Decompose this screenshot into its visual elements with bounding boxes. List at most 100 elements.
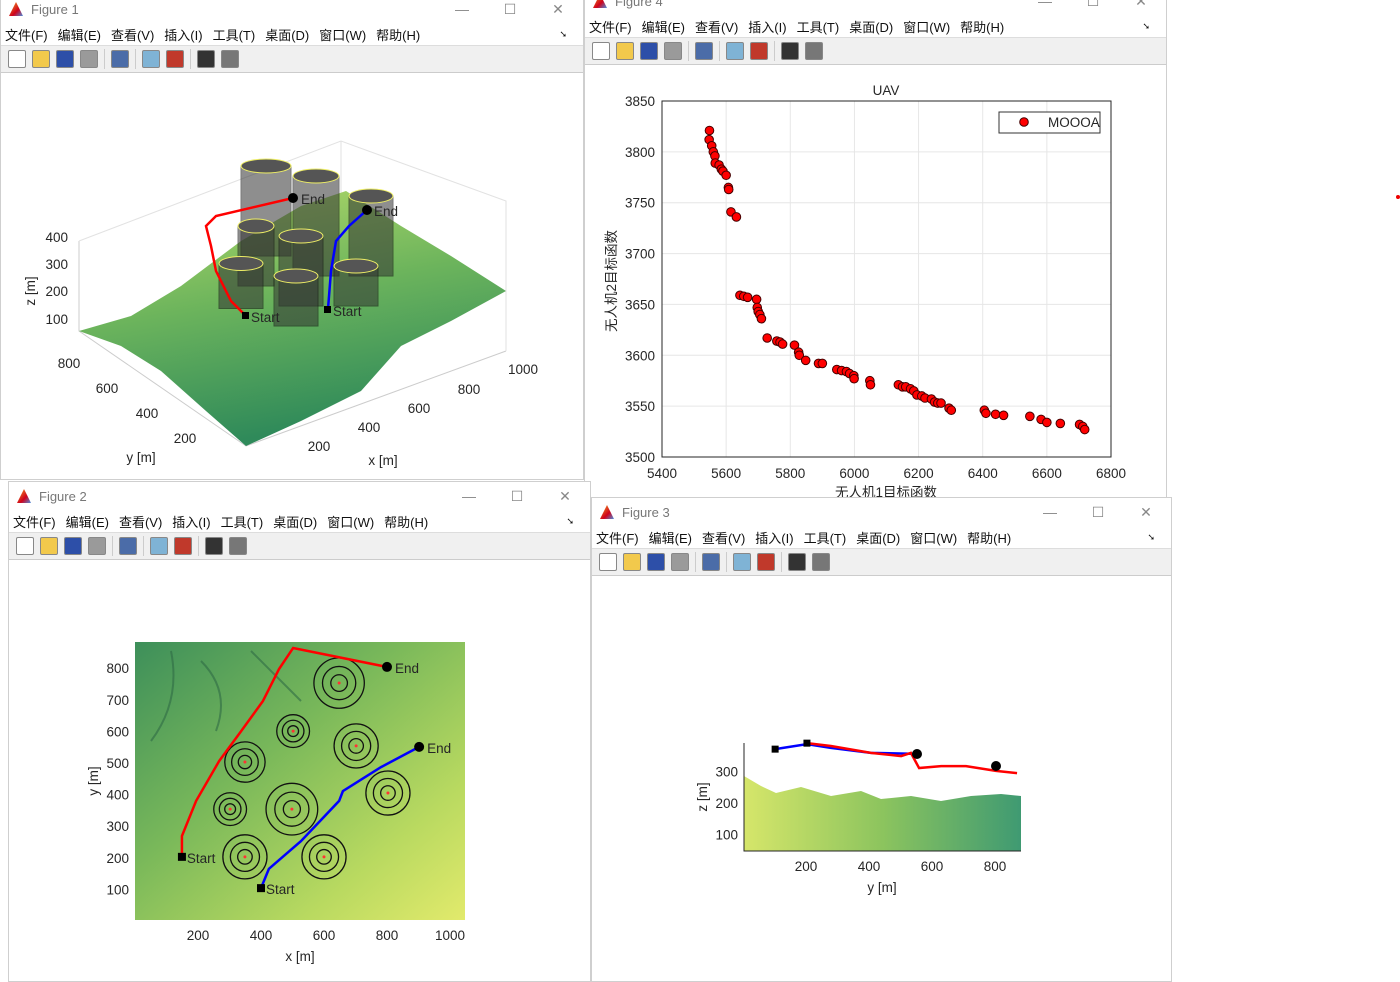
save-icon[interactable] <box>64 537 82 555</box>
menu-item[interactable]: 工具(T) <box>803 530 847 546</box>
legend-icon[interactable] <box>166 50 184 68</box>
new-figure-icon[interactable] <box>592 42 610 60</box>
figure3-axes[interactable]: 200 400 600 800 100 200 300 y [m] z [m] <box>591 497 1172 982</box>
figure4-axes[interactable]: 5400 5600 5800 6000 6200 6400 6600 6800 3500 3550… <box>584 1 1167 498</box>
menu-item[interactable]: 插入(I) <box>755 530 794 546</box>
colorbar-icon[interactable] <box>726 42 744 60</box>
legend-icon[interactable] <box>750 42 768 60</box>
title-bar[interactable]: Figure 4 — ☐ ✕ <box>585 0 1166 15</box>
menu-item[interactable]: 桌面(D) <box>273 514 318 530</box>
pointer-icon[interactable] <box>205 537 223 555</box>
y-tick-label: 100 <box>715 828 738 843</box>
save-icon[interactable] <box>640 42 658 60</box>
new-figure-icon[interactable] <box>16 537 34 555</box>
figure1-axes[interactable]: End End Start Start 100 200 300 400 200 400 600 800… <box>1 1 584 480</box>
data-point <box>762 333 772 343</box>
pointer-icon[interactable] <box>788 553 806 571</box>
minimize-button[interactable]: — <box>455 1 469 17</box>
minimize-button[interactable]: — <box>462 488 476 504</box>
close-button[interactable]: ✕ <box>1135 0 1147 9</box>
start-label: Start <box>187 851 216 866</box>
print-icon[interactable] <box>664 42 682 60</box>
menu-item[interactable]: 帮助(H) <box>960 19 1005 35</box>
title-bar[interactable]: Figure 2 — ☐ ✕ <box>9 482 590 510</box>
maximize-button[interactable]: ☐ <box>510 488 524 504</box>
menu-item[interactable]: 查看(V) <box>694 19 739 35</box>
new-figure-icon[interactable] <box>599 553 617 571</box>
link-plot-icon[interactable] <box>111 50 129 68</box>
menu-item[interactable]: 查看(V) <box>701 530 746 546</box>
minimize-button[interactable]: — <box>1043 504 1057 520</box>
toolbar-separator <box>198 536 199 556</box>
open-folder-icon[interactable] <box>32 50 50 68</box>
dock-arrow-icon[interactable]: ➘ <box>1147 531 1155 542</box>
property-inspector-icon[interactable] <box>805 42 823 60</box>
toolbar-separator <box>112 536 113 556</box>
menu-item[interactable]: 工具(T) <box>220 514 264 530</box>
open-folder-icon[interactable] <box>40 537 58 555</box>
menu-item[interactable]: 帮助(H) <box>967 530 1012 546</box>
maximize-button[interactable]: ☐ <box>1091 504 1105 520</box>
menu-item[interactable]: 桌面(D) <box>849 19 894 35</box>
print-icon[interactable] <box>88 537 106 555</box>
title-bar[interactable]: Figure 3 — ☐ ✕ <box>592 498 1171 526</box>
menu-item[interactable]: 工具(T) <box>796 19 840 35</box>
menu-item[interactable]: 插入(I) <box>164 27 203 43</box>
menu-item[interactable]: 编辑(E) <box>57 27 101 43</box>
close-button[interactable]: ✕ <box>559 488 571 504</box>
property-inspector-icon[interactable] <box>812 553 830 571</box>
colorbar-icon[interactable] <box>150 537 168 555</box>
new-figure-icon[interactable] <box>8 50 26 68</box>
dock-arrow-icon[interactable]: ➘ <box>566 515 574 526</box>
menu-item[interactable]: 查看(V) <box>118 514 163 530</box>
menu-item[interactable]: 插入(I) <box>172 514 211 530</box>
menu-item[interactable]: 桌面(D) <box>265 27 310 43</box>
menu-item[interactable]: 文件(F) <box>13 514 56 530</box>
colorbar-icon[interactable] <box>733 553 751 571</box>
figure2-axes[interactable]: 200 400 600 800 1000 100 200 300 400 500 600 700 800… <box>8 481 591 982</box>
menu-item[interactable]: 窗口(W) <box>903 19 951 35</box>
dock-arrow-icon[interactable]: ➘ <box>559 28 567 39</box>
menu-item[interactable]: 窗口(W) <box>319 27 367 43</box>
menu-item[interactable]: 文件(F) <box>5 27 48 43</box>
property-inspector-icon[interactable] <box>221 50 239 68</box>
close-button[interactable]: ✕ <box>552 1 564 17</box>
dock-arrow-icon[interactable]: ➘ <box>1142 20 1150 31</box>
menu-item[interactable]: 窗口(W) <box>327 514 375 530</box>
minimize-button[interactable]: — <box>1038 0 1052 9</box>
menu-item[interactable]: 工具(T) <box>212 27 256 43</box>
link-plot-icon[interactable] <box>119 537 137 555</box>
save-icon[interactable] <box>647 553 665 571</box>
menu-item[interactable]: 编辑(E) <box>65 514 109 530</box>
close-button[interactable]: ✕ <box>1140 504 1152 520</box>
open-folder-icon[interactable] <box>616 42 634 60</box>
y-tick-label: 3550 <box>625 399 655 414</box>
pointer-icon[interactable] <box>781 42 799 60</box>
link-plot-icon[interactable] <box>695 42 713 60</box>
property-inspector-icon[interactable] <box>229 537 247 555</box>
menu-item[interactable]: 编辑(E) <box>641 19 685 35</box>
menu-item[interactable]: 插入(I) <box>748 19 787 35</box>
menu-item[interactable]: 文件(F) <box>596 530 639 546</box>
open-folder-icon[interactable] <box>623 553 641 571</box>
menu-item[interactable]: 查看(V) <box>110 27 155 43</box>
menu-item[interactable]: 窗口(W) <box>910 530 958 546</box>
z-tick-label: 300 <box>45 257 68 272</box>
pointer-icon[interactable] <box>197 50 215 68</box>
menu-item[interactable]: 帮助(H) <box>376 27 421 43</box>
maximize-button[interactable]: ☐ <box>503 1 517 17</box>
print-icon[interactable] <box>671 553 689 571</box>
menu-item[interactable]: 文件(F) <box>589 19 632 35</box>
toolbar-separator <box>688 41 689 61</box>
title-bar[interactable]: Figure 1 — ☐ ✕ <box>1 0 583 23</box>
menu-item[interactable]: 帮助(H) <box>384 514 429 530</box>
maximize-button[interactable]: ☐ <box>1086 0 1100 9</box>
colorbar-icon[interactable] <box>142 50 160 68</box>
legend-icon[interactable] <box>174 537 192 555</box>
link-plot-icon[interactable] <box>702 553 720 571</box>
save-icon[interactable] <box>56 50 74 68</box>
legend-icon[interactable] <box>757 553 775 571</box>
print-icon[interactable] <box>80 50 98 68</box>
menu-item[interactable]: 桌面(D) <box>856 530 901 546</box>
menu-item[interactable]: 编辑(E) <box>648 530 692 546</box>
